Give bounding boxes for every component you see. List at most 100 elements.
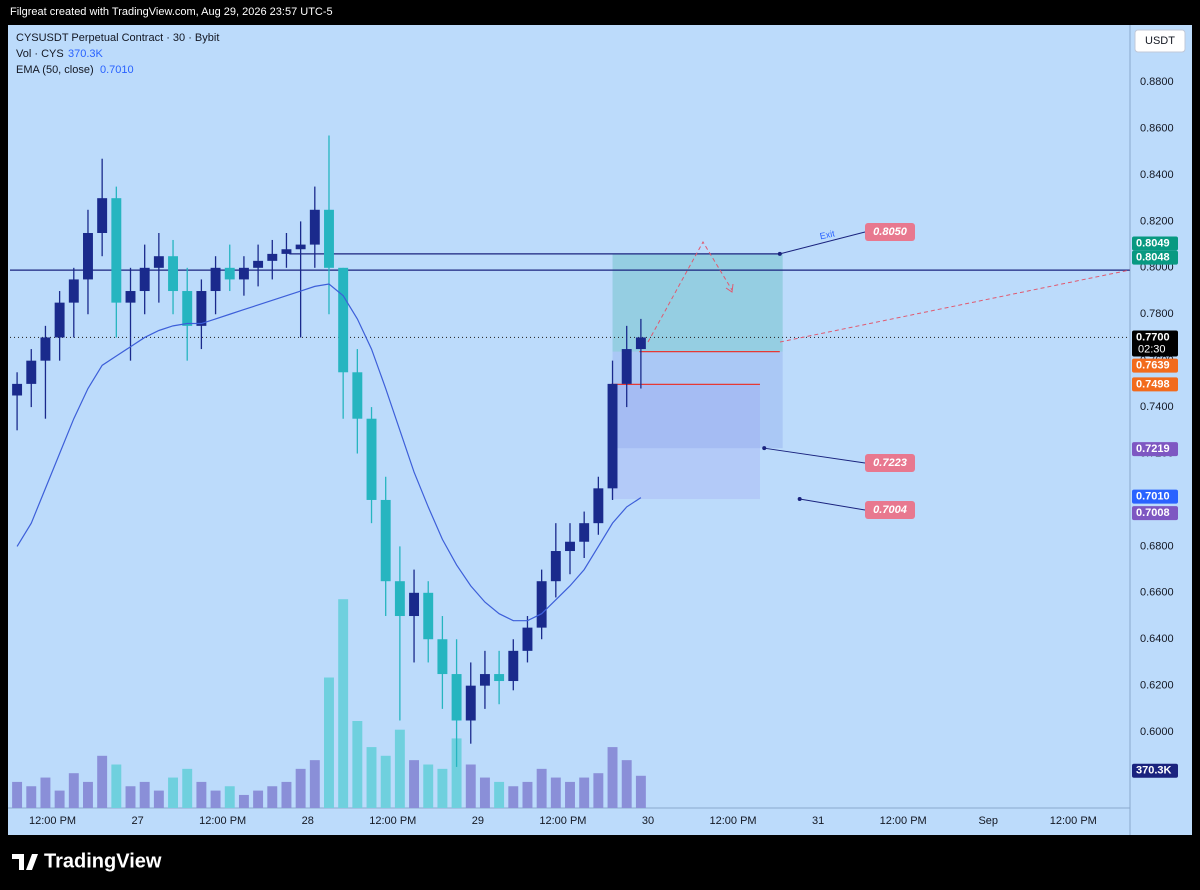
y-tick-label: 0.8600 [1140, 122, 1174, 134]
candle-body [295, 244, 306, 250]
y-tick-label: 0.6800 [1140, 540, 1174, 552]
price-badge-label: 0.7639 [1136, 360, 1170, 372]
callout-badge [865, 501, 915, 519]
y-tick-label: 0.6000 [1140, 726, 1174, 738]
volume-bar [437, 768, 448, 808]
candle-body [508, 650, 519, 682]
x-tick-label: Sep [978, 815, 998, 827]
candle-body [125, 291, 136, 303]
price-badge-label: 0.7008 [1136, 507, 1170, 519]
price-badge [1132, 250, 1178, 265]
volume-bar [338, 599, 349, 808]
volume-bar [68, 773, 79, 808]
candle-body [182, 291, 193, 326]
x-tick-label: 12:00 PM [199, 815, 246, 827]
x-tick-label: 12:00 PM [1050, 815, 1097, 827]
price-badge [1132, 330, 1178, 357]
volume-bar [182, 768, 193, 808]
candle-body [409, 592, 420, 617]
candle-body [465, 685, 476, 721]
ema-line [16, 283, 642, 622]
candle-body [394, 581, 405, 617]
candle-body [635, 337, 646, 350]
volume-bar [565, 781, 575, 808]
volume-bar [196, 781, 207, 808]
volume-bar [267, 786, 278, 808]
y-tick-label: 0.7400 [1140, 401, 1174, 413]
candle-body [68, 279, 79, 303]
callout-badge [865, 454, 915, 472]
candle-body [607, 383, 618, 489]
volume-bar [153, 790, 164, 808]
volume-bar [366, 747, 377, 808]
volume-bar [40, 777, 51, 808]
candle-body [324, 209, 334, 268]
drawings [10, 253, 1130, 500]
callout-anchor [762, 446, 767, 451]
candle-body [550, 551, 561, 582]
volume-bar [238, 794, 249, 808]
candle-body [139, 267, 150, 292]
callout-badge [865, 223, 915, 241]
volume-bar [97, 755, 108, 808]
candle-body [40, 337, 51, 361]
volume-bar [635, 775, 646, 808]
candle-body [26, 360, 37, 384]
callout-label: 0.8050 [873, 226, 908, 238]
candle-body [479, 674, 490, 686]
position-zone [611, 384, 760, 500]
volume-bar [210, 790, 221, 808]
candle-body [536, 581, 547, 628]
plot [12, 135, 646, 808]
volume-bar [139, 781, 150, 808]
candle-body [593, 488, 604, 524]
x-tick-label: 29 [472, 815, 484, 827]
callout-anchor [777, 251, 782, 256]
candle-body [352, 372, 363, 419]
candle-body [153, 256, 164, 268]
volume-bar [281, 781, 292, 808]
volume-bar [26, 786, 37, 808]
candle-body [253, 260, 264, 268]
currency-box[interactable] [1134, 29, 1186, 53]
price-badge-countdown: 02:30 [1138, 343, 1166, 355]
volume-legend: Vol · CYS [16, 48, 64, 60]
candle-body [494, 674, 505, 682]
volume-legend-value: 370.3K [68, 48, 104, 60]
callout-label: 0.7004 [873, 504, 907, 516]
ema-legend-value: 0.7010 [100, 64, 134, 76]
candle-body [12, 383, 23, 396]
volume-bar [352, 721, 363, 808]
volume-bar [125, 786, 136, 808]
volume-bar [536, 768, 547, 808]
volume-bar [324, 677, 334, 808]
x-tick-label: 12:00 PM [29, 815, 76, 827]
y-tick-label: 0.6400 [1140, 633, 1174, 645]
candle-body [97, 198, 108, 233]
chart-title: CYSUSDT Perpetual Contract · 30 · Bybit [16, 32, 219, 44]
volume-bar [309, 760, 320, 808]
volume-bar [423, 764, 434, 808]
volume-bar [479, 777, 490, 808]
chart-background [8, 25, 1192, 835]
x-tick-label: 12:00 PM [709, 815, 756, 827]
price-badge-label: 0.7700 [1136, 331, 1170, 343]
volume-bar [465, 764, 476, 808]
price-badge-label: 0.7219 [1136, 443, 1170, 455]
volume-bar [550, 777, 561, 808]
volume-badge [1132, 763, 1178, 778]
candle-body [210, 267, 221, 292]
price-badge-label: 0.8048 [1136, 252, 1170, 264]
volume-bar [380, 755, 391, 808]
candle-body [54, 302, 65, 338]
x-tick-label: 28 [302, 815, 314, 827]
volume-bar [508, 786, 519, 808]
candle-body [196, 291, 207, 326]
candle-body [168, 256, 178, 292]
volume-bar [593, 773, 604, 808]
volume-bar [607, 747, 618, 808]
volume-bar [111, 764, 122, 808]
volume-bar [621, 760, 632, 808]
volume-bar [579, 777, 590, 808]
